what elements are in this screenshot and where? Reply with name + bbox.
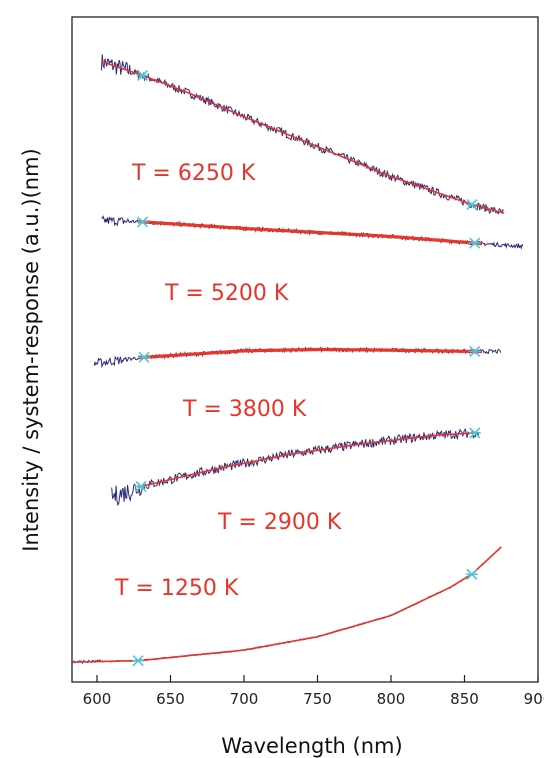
fit-curve	[138, 220, 483, 246]
x-axis-ticks: 600 650 700 750 800 850 900	[83, 675, 544, 708]
fit-range-marker	[136, 69, 149, 81]
x-tick-label-650: 650	[156, 690, 185, 708]
fit-range-marker	[465, 198, 478, 211]
x-tick-label-900: 900	[524, 690, 544, 708]
fit-curve	[140, 431, 480, 488]
fit-range-marker	[132, 655, 145, 667]
series-label: T = 2900 K	[217, 510, 342, 535]
measured-trace	[111, 428, 480, 507]
series-layer: T = 6250 K T = 5200 K T = 3800 K T = 2900 K…	[71, 54, 524, 667]
series-2: T = 5200 K	[101, 215, 524, 306]
x-axis-title: Wavelength (nm)	[221, 734, 402, 758]
series-4: T = 2900 K	[111, 427, 481, 535]
fit-range-marker	[465, 568, 478, 580]
plot-frame	[71, 16, 539, 683]
x-tick-label-800: 800	[377, 690, 406, 708]
series-label: T = 3800 K	[182, 397, 307, 422]
x-tick-label-750: 750	[303, 690, 332, 708]
fit-range-marker	[468, 345, 481, 358]
y-axis-title: Intensity / system-response (a.u.)(nm)	[19, 148, 43, 551]
series-3: T = 3800 K	[93, 345, 502, 422]
fit-curve	[71, 546, 502, 663]
fit-range-marker	[468, 237, 481, 249]
measured-trace	[71, 547, 501, 665]
measured-trace	[100, 54, 504, 215]
x-tick-label-600: 600	[83, 690, 112, 708]
x-tick-label-850: 850	[450, 690, 479, 708]
fit-curve	[137, 347, 483, 360]
fit-curve	[101, 60, 505, 214]
series-1: T = 6250 K	[100, 54, 505, 215]
series-label: T = 5200 K	[164, 281, 289, 306]
series-label: T = 6250 K	[131, 161, 256, 186]
series-5: T = 1250 K	[71, 546, 502, 667]
series-label: T = 1250 K	[114, 576, 239, 601]
fit-range-marker	[468, 427, 481, 439]
fit-range-marker	[138, 351, 151, 363]
fit-range-marker	[136, 216, 149, 228]
fit-range-marker	[135, 480, 148, 493]
x-tick-label-700: 700	[230, 690, 259, 708]
